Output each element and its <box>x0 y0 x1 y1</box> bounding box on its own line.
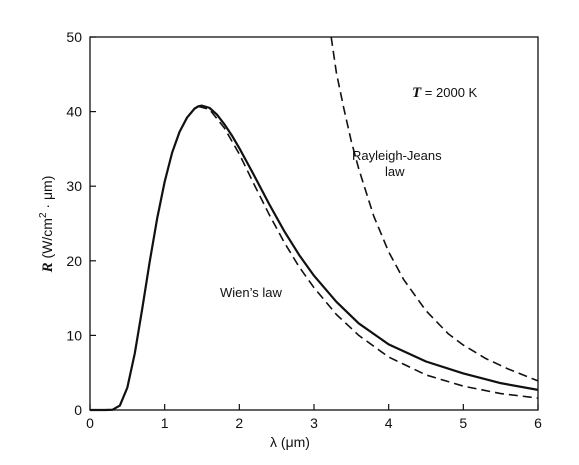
planck-curve <box>90 104 539 412</box>
x-axis-label: λ (μm) <box>270 434 310 450</box>
x-tick-label: 1 <box>161 415 169 431</box>
rayleigh-jeans-label-line1: Rayleigh-Jeans <box>352 148 442 163</box>
y-tick-label: 10 <box>66 327 82 343</box>
x-tick-label: 6 <box>534 415 542 431</box>
x-tick-label: 3 <box>310 415 318 431</box>
y-axis-label: R (W/cm2 · μm) <box>38 176 56 274</box>
wien-law-curve <box>198 105 539 399</box>
y-tick-label: 40 <box>66 104 82 120</box>
curves <box>90 36 539 412</box>
y-tick-label: 0 <box>74 402 82 418</box>
x-tick-label: 4 <box>385 415 393 431</box>
rayleigh-jeans-curve <box>330 36 539 382</box>
rayleigh-jeans-label-line2: law <box>385 164 405 179</box>
axis-ticks: 0 1 2 3 4 5 6 0 10 20 30 40 50 <box>66 29 542 431</box>
temperature-label: T = 2000 K <box>412 85 478 101</box>
y-tick-label: 20 <box>66 253 82 269</box>
y-tick-label: 50 <box>66 29 82 45</box>
x-tick-label: 5 <box>459 415 467 431</box>
x-tick-label: 0 <box>86 415 94 431</box>
x-tick-label: 2 <box>235 415 243 431</box>
wien-law-label: Wien’s law <box>220 285 283 300</box>
y-tick-label: 30 <box>66 178 82 194</box>
